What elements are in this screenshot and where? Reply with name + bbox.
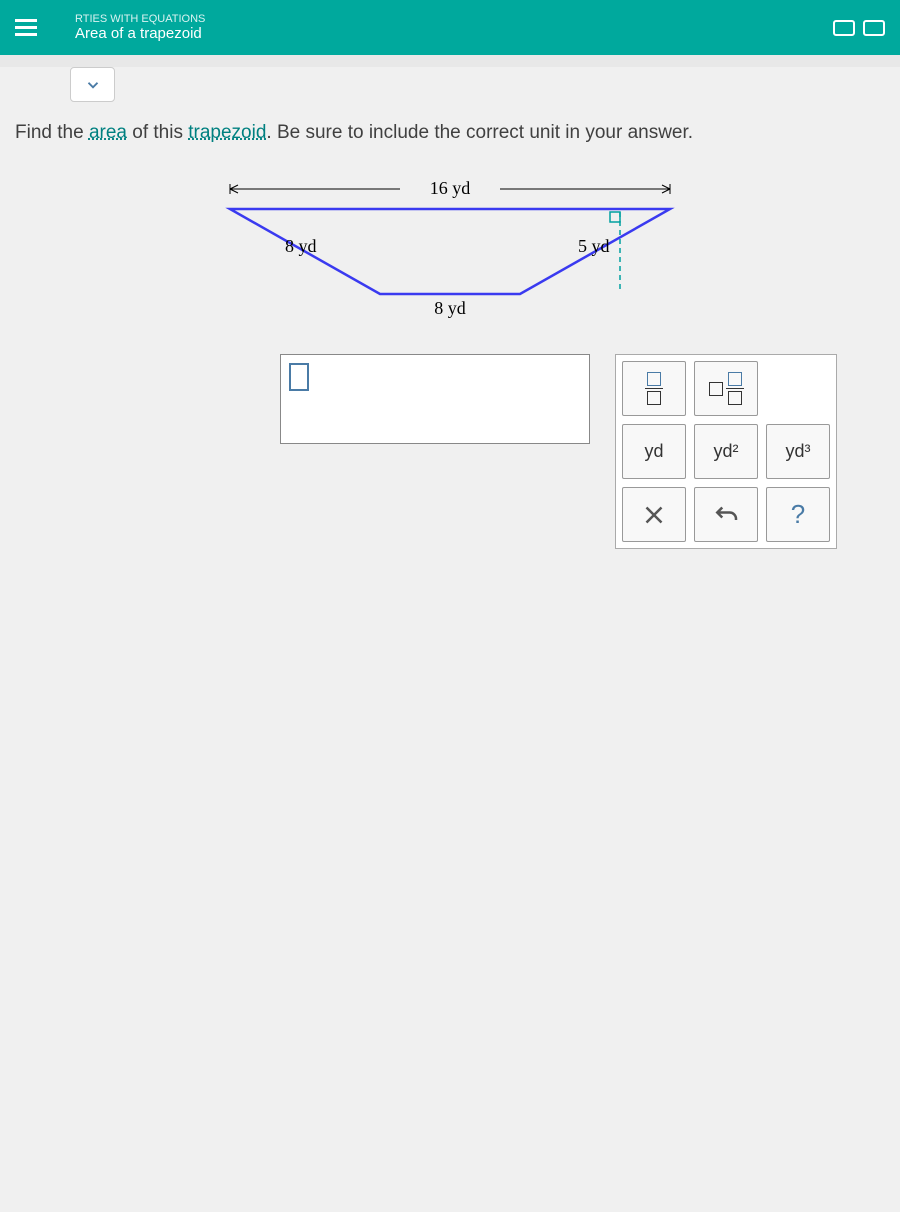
clear-icon [639,500,669,530]
header-subtitle: Area of a trapezoid [75,25,205,42]
chevron-down-icon [84,76,102,94]
bottom-label: 8 yd [434,298,466,318]
key-fraction[interactable] [622,361,686,416]
content-area: Find the area of this trapezoid. Be sure… [0,67,900,1212]
answer-row: yd yd² yd³ ? [280,354,900,549]
undo-icon [711,500,741,530]
window-icon-2[interactable] [863,20,885,36]
key-mixed-fraction[interactable] [694,361,758,416]
right-label: 5 yd [578,236,610,256]
window-icon[interactable] [833,20,855,36]
key-yd[interactable]: yd [622,424,686,479]
question-text: Find the area of this trapezoid. Be sure… [0,102,900,164]
q-suffix: . Be sure to include the correct unit in… [266,122,693,143]
key-clear[interactable] [622,487,686,542]
left-label: 8 yd [285,236,317,256]
keypad: yd yd² yd³ ? [615,354,837,549]
key-undo[interactable] [694,487,758,542]
header-titles: RTIES WITH EQUATIONS Area of a trapezoid [75,13,205,42]
answer-input[interactable] [280,354,590,444]
key-yd2[interactable]: yd² [694,424,758,479]
header-actions [833,20,885,36]
header-topic: RTIES WITH EQUATIONS [75,13,205,25]
link-trapezoid[interactable]: trapezoid [188,122,266,143]
key-help[interactable]: ? [766,487,830,542]
key-yd3[interactable]: yd³ [766,424,830,479]
app-header: RTIES WITH EQUATIONS Area of a trapezoid [0,0,900,55]
menu-icon[interactable] [15,19,45,36]
input-cursor [289,363,309,391]
collapse-button[interactable] [70,67,115,102]
q-mid: of this [127,122,188,143]
top-label: 16 yd [430,178,471,198]
q-prefix: Find the [15,122,89,143]
link-area[interactable]: area [89,122,127,143]
trapezoid-figure: 16 yd 8 yd 5 yd 8 yd [200,174,700,324]
